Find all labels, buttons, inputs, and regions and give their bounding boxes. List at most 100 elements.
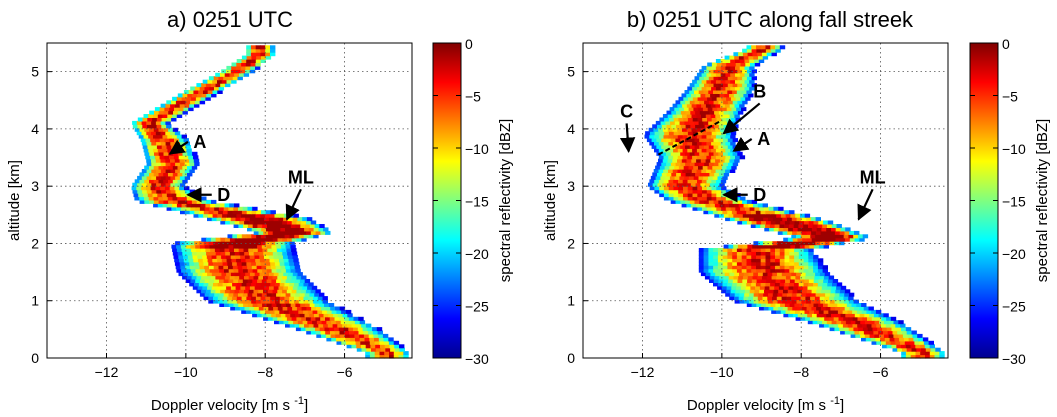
spectrum-cell bbox=[209, 265, 215, 270]
spectrum-cell bbox=[154, 107, 161, 112]
spectrum-cell bbox=[746, 90, 752, 94]
spectrum-cell bbox=[677, 134, 684, 139]
spectrum-cell bbox=[260, 55, 267, 60]
spectrum-cell bbox=[351, 323, 357, 328]
spectrum-cell bbox=[199, 100, 206, 105]
spectrum-cell bbox=[696, 141, 703, 146]
spectrum-cell bbox=[265, 309, 271, 314]
spectrum-cell bbox=[715, 103, 721, 108]
spectrum-cell bbox=[372, 327, 378, 332]
spectrum-cell bbox=[778, 227, 784, 232]
spectrum-cell bbox=[666, 162, 672, 167]
spectrum-cell bbox=[801, 299, 807, 304]
spectrum-cell bbox=[711, 196, 717, 201]
spectrum-cell bbox=[263, 275, 269, 280]
spectrum-cell bbox=[830, 230, 836, 235]
spectrum-cell bbox=[711, 179, 717, 184]
spectrum-cell bbox=[207, 90, 214, 94]
spectrum-cell bbox=[143, 148, 149, 153]
spectrum-cell bbox=[727, 265, 733, 270]
spectrum-cell bbox=[733, 244, 739, 249]
spectrum-cell bbox=[293, 258, 299, 263]
spectrum-cell bbox=[934, 351, 940, 356]
spectrum-cell bbox=[227, 299, 233, 304]
spectrum-cell bbox=[331, 320, 337, 325]
spectrum-cell bbox=[299, 313, 306, 318]
spectrum-cell bbox=[176, 203, 183, 208]
spectrum-cell bbox=[355, 337, 361, 342]
spectrum-cell bbox=[258, 289, 264, 294]
spectrum-cell bbox=[289, 323, 296, 328]
spectrum-cell bbox=[293, 213, 299, 218]
spectrum-cell bbox=[650, 175, 657, 180]
spectrum-cell bbox=[237, 210, 243, 215]
spectrum-cell bbox=[232, 265, 239, 270]
spectrum-cell bbox=[792, 306, 798, 311]
spectrum-cell bbox=[837, 303, 843, 307]
spectrum-cell bbox=[297, 285, 303, 290]
spectrum-cell bbox=[787, 289, 794, 294]
spectrum-cell bbox=[291, 251, 298, 256]
spectrum-cell bbox=[659, 117, 665, 122]
spectrum-cell bbox=[742, 83, 748, 88]
spectrum-cell bbox=[781, 275, 787, 280]
spectrum-cell bbox=[229, 203, 235, 208]
spectrum-cell bbox=[235, 254, 241, 259]
spectrum-cell bbox=[270, 299, 276, 304]
spectrum-cell bbox=[740, 285, 747, 290]
spectrum-cell bbox=[784, 224, 790, 228]
spectrum-cell bbox=[803, 268, 809, 273]
spectrum-cell bbox=[245, 285, 251, 290]
spectrum-cell bbox=[202, 285, 208, 290]
spectrum-cell bbox=[907, 333, 914, 338]
spectrum-cell bbox=[688, 165, 694, 170]
spectrum-cell bbox=[897, 347, 903, 352]
spectrum-cell bbox=[876, 340, 882, 345]
spectrum-cell bbox=[325, 316, 331, 321]
spectrum-cell bbox=[862, 323, 868, 328]
spectrum-cell bbox=[158, 165, 164, 170]
y-tick-label: 3 bbox=[567, 178, 575, 194]
spectrum-cell bbox=[164, 155, 170, 160]
spectrum-cell bbox=[311, 306, 317, 311]
spectrum-cell bbox=[800, 316, 806, 321]
spectrum-cell bbox=[816, 237, 822, 242]
spectrum-cell bbox=[658, 141, 665, 146]
spectrum-cell bbox=[246, 59, 252, 63]
spectrum-cell bbox=[739, 59, 746, 63]
spectrum-cell bbox=[718, 151, 724, 156]
spectrum-cell bbox=[194, 100, 201, 105]
spectrum-cell bbox=[250, 309, 257, 314]
spectrum-cell bbox=[340, 333, 346, 338]
spectrum-cell bbox=[654, 189, 660, 194]
spectrum-cell bbox=[261, 279, 268, 283]
spectrum-cell bbox=[137, 175, 143, 180]
spectrum-cell bbox=[714, 172, 720, 177]
spectrum-cell bbox=[304, 313, 310, 318]
spectrum-cell bbox=[709, 182, 716, 187]
spectrum-cell bbox=[662, 158, 669, 163]
spectrum-cell bbox=[245, 65, 251, 70]
spectrum-cell bbox=[326, 309, 333, 314]
spectrum-cell bbox=[703, 210, 709, 215]
spectrum-cell bbox=[251, 234, 257, 239]
spectrum-cell bbox=[795, 316, 801, 321]
spectrum-cell bbox=[768, 306, 774, 311]
spectrum-cell bbox=[234, 289, 240, 294]
annotation-arrow bbox=[732, 136, 753, 152]
spectrum-cell bbox=[697, 131, 703, 136]
spectrum-cell bbox=[215, 237, 221, 242]
spectrum-cell bbox=[177, 110, 184, 115]
spectrum-cell bbox=[929, 351, 936, 356]
spectrum-cell bbox=[191, 275, 197, 280]
spectrum-cell bbox=[149, 127, 155, 132]
spectrum-cell bbox=[742, 100, 748, 105]
spectrum-cell bbox=[739, 65, 746, 70]
spectrum-cell bbox=[336, 340, 342, 345]
spectrum-cell bbox=[151, 182, 157, 187]
spectrum-cell bbox=[753, 272, 759, 277]
spectrum-cell bbox=[144, 151, 150, 156]
spectrum-cell bbox=[810, 296, 816, 301]
spectrum-cell bbox=[708, 265, 714, 270]
spectrum-cell bbox=[222, 296, 228, 301]
